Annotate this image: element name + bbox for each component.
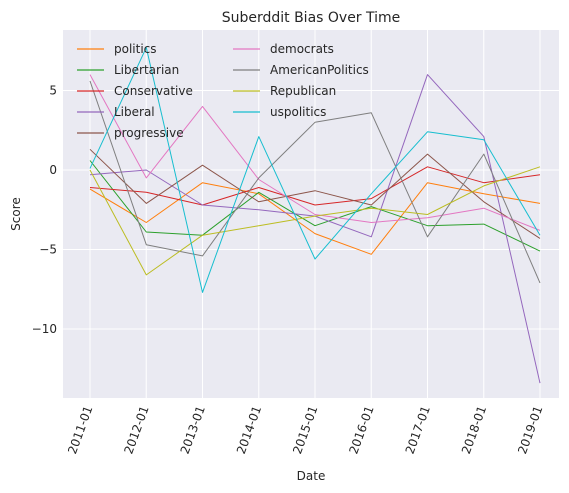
y-tick-label: −10	[32, 322, 57, 336]
legend-item-republican: Republican	[233, 84, 336, 98]
legend-item-uspolitics: uspolitics	[233, 105, 326, 119]
series-line-democrats	[89, 74, 541, 231]
series-line-republican	[89, 166, 541, 276]
legend-label: Libertarian	[114, 63, 179, 77]
legend-label: Liberal	[114, 105, 155, 119]
x-axis-label: Date	[297, 469, 326, 483]
legend-label: politics	[114, 42, 157, 56]
series-line-uspolitics	[89, 47, 541, 293]
legend-label: progressive	[114, 126, 184, 140]
y-tick-label: 5	[49, 84, 57, 98]
x-tick-label: 2017-01	[403, 404, 433, 456]
series-line-americanpolitics	[89, 80, 541, 284]
x-tick-label: 2014-01	[234, 404, 264, 456]
chart-title: Suberddit Bias Over Time	[222, 10, 401, 26]
x-tick-label: 2019-01	[515, 404, 545, 456]
y-tick-label: 0	[49, 163, 57, 177]
plot-background	[63, 30, 559, 398]
legend-label: uspolitics	[270, 105, 326, 119]
legend-item-progressive: progressive	[77, 126, 184, 140]
x-tick-label: 2012-01	[121, 404, 151, 456]
x-tick-label: 2018-01	[459, 404, 489, 456]
series-lines	[89, 47, 541, 384]
legend-item-libertarian: Libertarian	[77, 63, 179, 77]
x-tick-labels: 2011-01 2012-01 2013-01 2014-01 2015-01 2016-…	[65, 404, 545, 456]
legend-label: democrats	[270, 42, 334, 56]
legend: politics Libertarian Conservative Liberal pr…	[77, 42, 369, 140]
series-line-libertarian	[89, 160, 541, 252]
x-tick-label: 2011-01	[65, 404, 95, 456]
legend-label: Republican	[270, 84, 336, 98]
y-tick-labels: −10 −5 0 5	[32, 84, 57, 337]
series-line-conservative	[89, 166, 541, 206]
legend-label: Conservative	[114, 84, 193, 98]
series-line-politics	[89, 182, 541, 255]
legend-item-democrats: democrats	[233, 42, 334, 56]
y-axis-label: Score	[9, 197, 23, 231]
legend-item-liberal: Liberal	[77, 105, 155, 119]
legend-label: AmericanPolitics	[270, 63, 369, 77]
x-tick-label: 2013-01	[178, 404, 208, 456]
legend-item-conservative: Conservative	[77, 84, 193, 98]
series-line-progressive	[89, 148, 541, 239]
legend-item-politics: politics	[77, 42, 157, 56]
y-tick-label: −5	[39, 243, 57, 257]
legend-item-americanpolitics: AmericanPolitics	[233, 63, 369, 77]
x-tick-label: 2015-01	[290, 404, 320, 456]
x-tick-label: 2016-01	[346, 404, 376, 456]
